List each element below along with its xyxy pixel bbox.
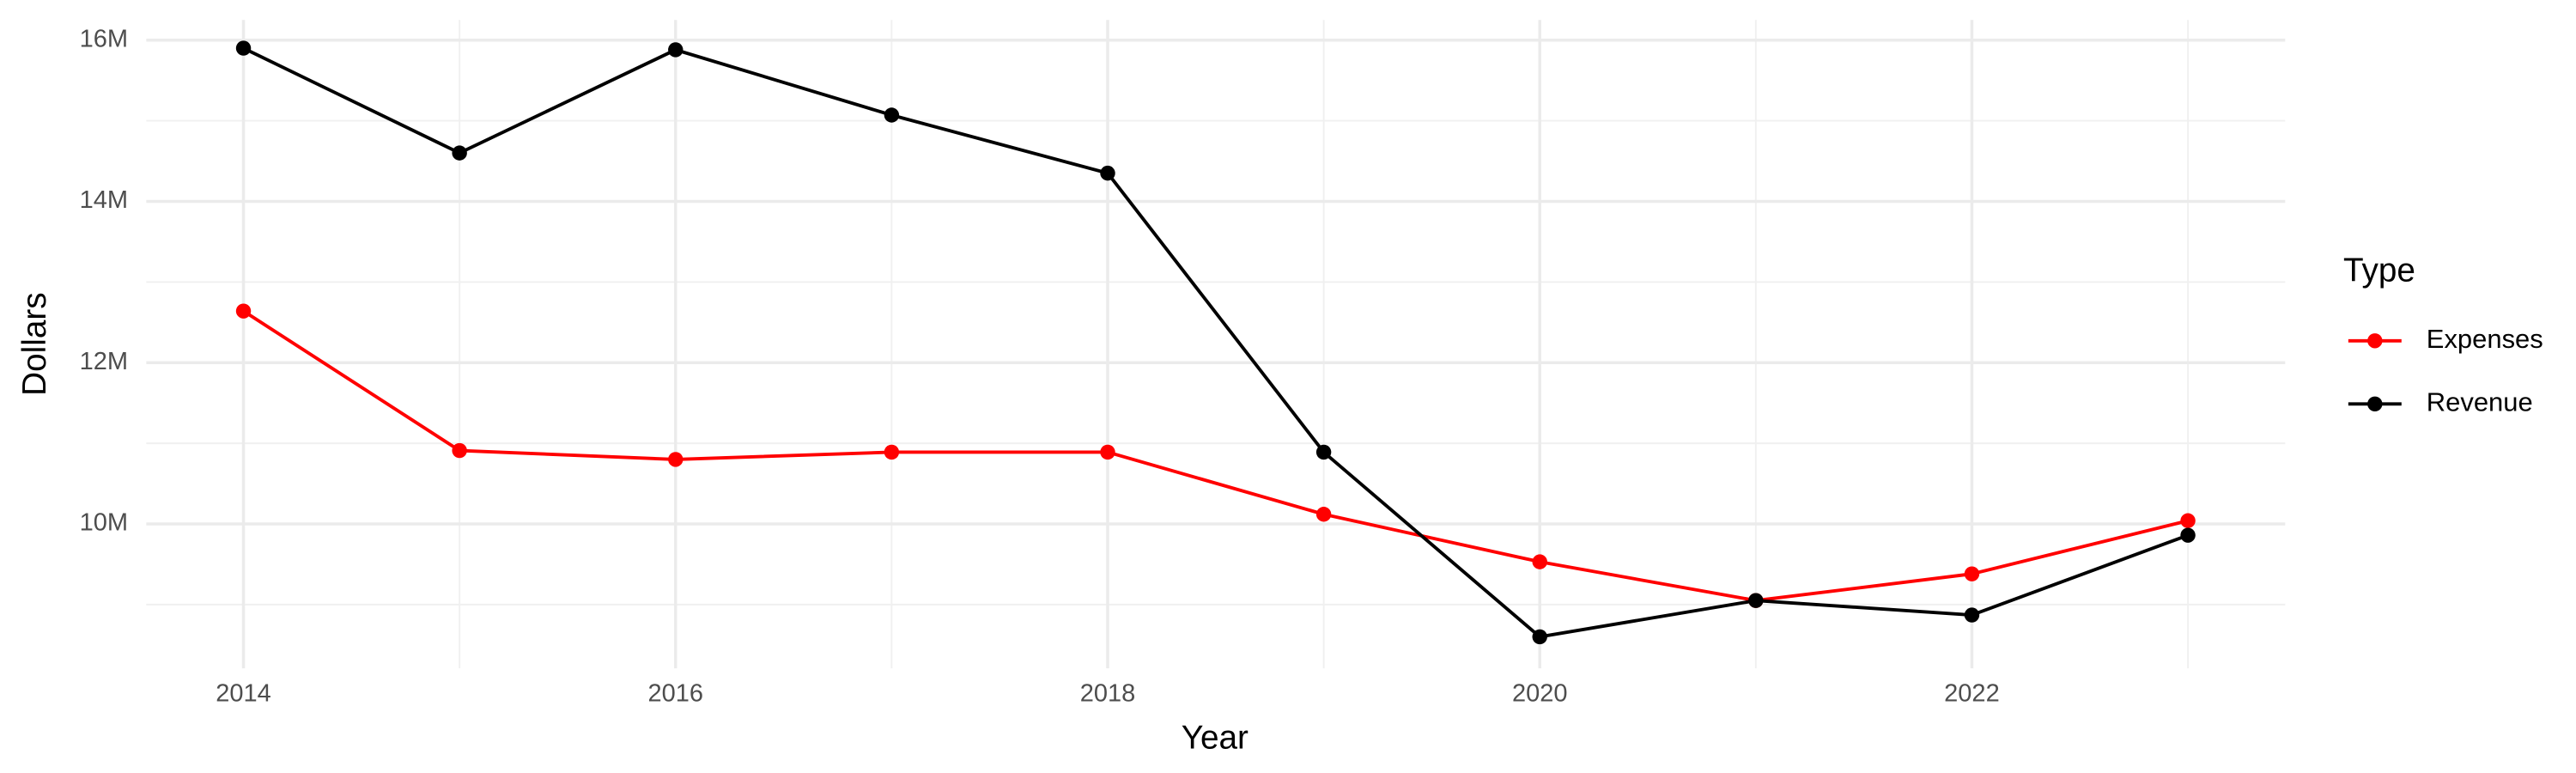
data-point	[235, 40, 252, 56]
data-point	[668, 42, 683, 58]
y-tick-label: 16M	[80, 25, 128, 52]
x-tick-label: 2014	[216, 680, 271, 708]
x-tick-label: 2022	[1944, 680, 2000, 708]
x-axis-title: Year	[1182, 720, 1249, 757]
x-tick-label: 2020	[1512, 680, 1568, 708]
data-point	[1100, 444, 1115, 460]
data-point	[452, 145, 467, 161]
data-point	[668, 452, 683, 467]
data-point	[1964, 607, 1980, 623]
legend-label: Revenue	[2427, 386, 2533, 417]
x-tick-label: 2018	[1080, 680, 1136, 708]
data-point	[1532, 554, 1547, 569]
data-point	[1748, 593, 1764, 608]
legend-title: Type	[2343, 253, 2415, 289]
data-point	[884, 444, 900, 460]
data-point	[1315, 444, 1332, 460]
legend-swatch-point	[2367, 333, 2383, 349]
y-axis-title: Dollars	[16, 292, 53, 395]
data-point	[1100, 165, 1115, 181]
data-point	[1315, 507, 1332, 522]
legend-label: Expenses	[2427, 324, 2543, 354]
data-point	[452, 442, 467, 459]
legend-swatch-point	[2367, 396, 2383, 412]
data-point	[2180, 513, 2196, 528]
y-tick-label: 12M	[80, 348, 128, 375]
y-tick-label: 10M	[80, 509, 128, 537]
data-point	[884, 107, 900, 123]
data-point	[235, 303, 252, 319]
data-point	[1964, 566, 1980, 581]
data-point	[2180, 527, 2196, 543]
series-line	[242, 309, 2189, 603]
x-tick-label: 2016	[647, 680, 703, 708]
data-point	[1532, 629, 1547, 645]
series-line	[242, 46, 2189, 639]
y-tick-label: 14M	[80, 186, 128, 214]
